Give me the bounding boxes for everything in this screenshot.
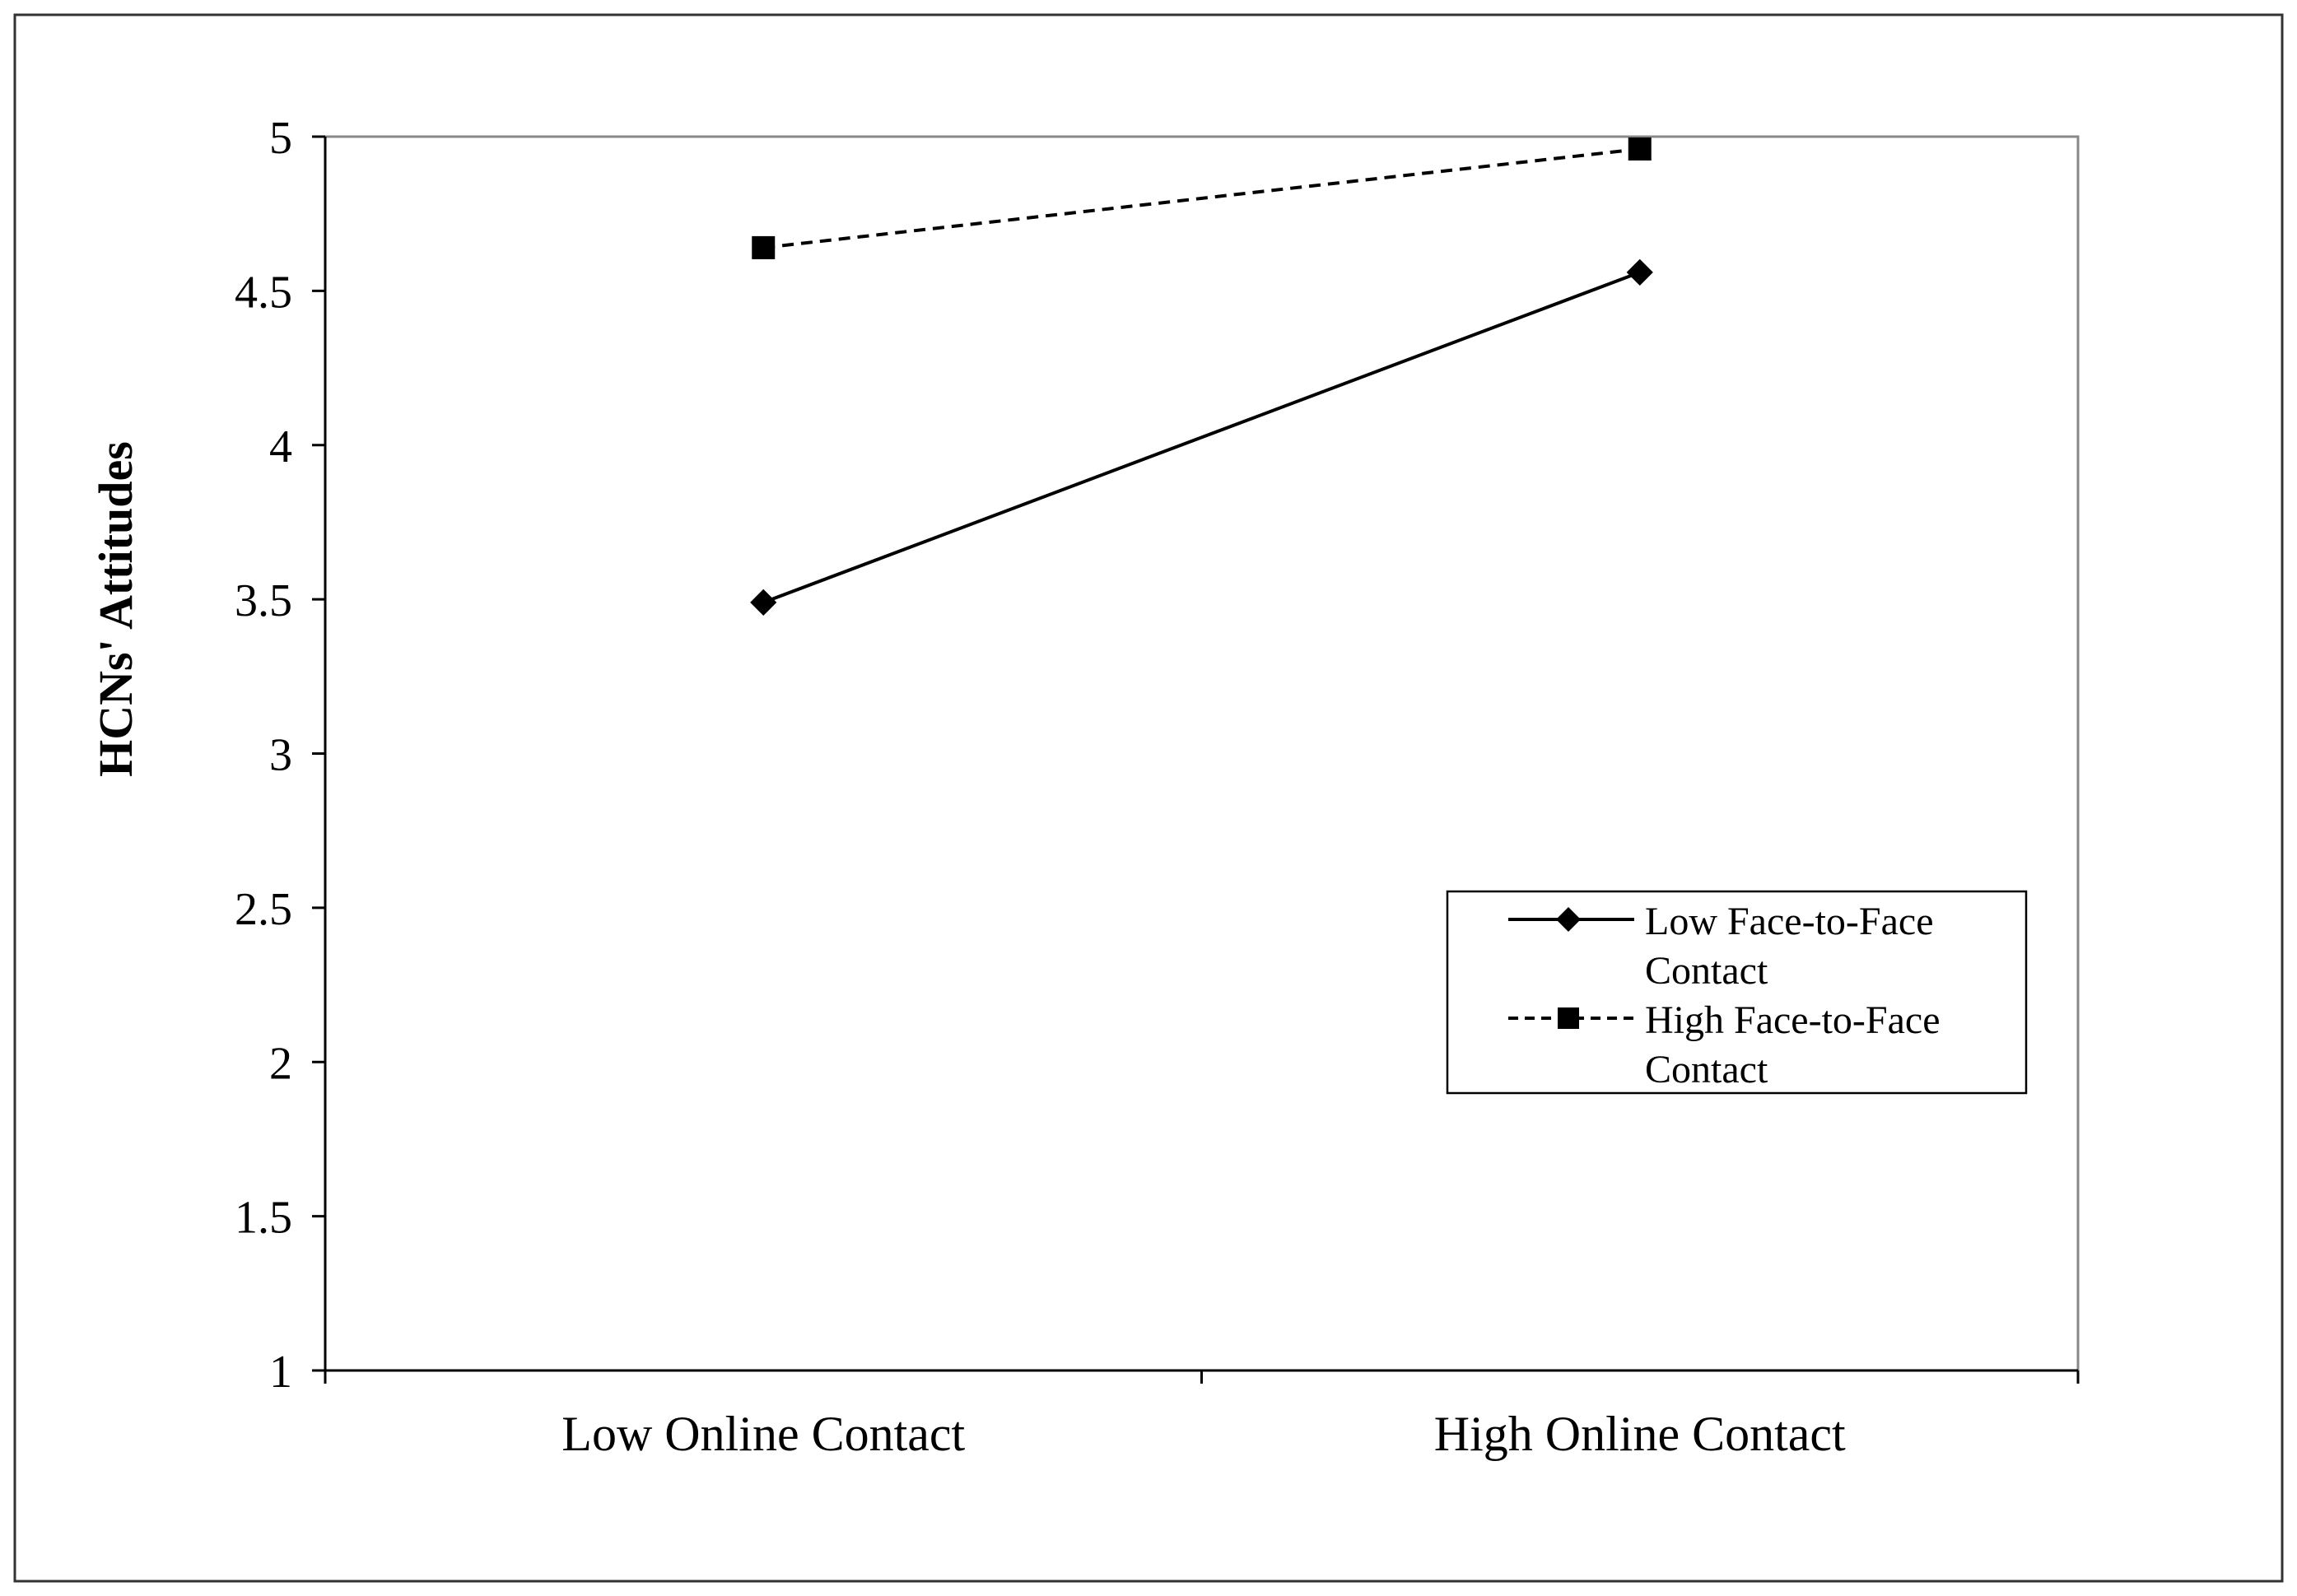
legend-entry-2: High Face-to-Face Contact (1508, 998, 1941, 1091)
data-point (750, 589, 777, 616)
y-axis-ticks: 1 1.5 2 2.5 3 3.5 4 4.5 5 (235, 113, 325, 1398)
data-point (1626, 258, 1653, 286)
legend-label: High Face-to-Face (1645, 998, 1941, 1042)
legend-marker (1556, 907, 1581, 932)
series-2 (752, 137, 1652, 259)
legend-entry-1: Low Face-to-Face Contact (1508, 900, 1934, 993)
legend-marker (1558, 1007, 1579, 1029)
x-axis-ticks: Low Online Contact High Online Contact (324, 1370, 2080, 1461)
y-axis-title: HCNs' Attitudes (89, 441, 142, 777)
y-tick-label: 2 (269, 1038, 292, 1089)
y-tick-label: 3.5 (235, 575, 292, 626)
data-point (1628, 137, 1652, 161)
x-tick-label: Low Online Contact (561, 1407, 965, 1461)
y-tick-label: 3 (269, 730, 292, 781)
data-point (752, 235, 776, 259)
y-tick-label: 1.5 (235, 1193, 292, 1244)
y-tick-label: 2.5 (235, 884, 292, 935)
legend-box (1446, 890, 2028, 1095)
series-layer (750, 137, 1653, 616)
y-tick-label: 4.5 (235, 267, 292, 318)
legend-label: Contact (1645, 1048, 1768, 1091)
series-1 (750, 258, 1653, 616)
x-tick-label: High Online Contact (1434, 1407, 1846, 1461)
plot-area (324, 135, 2080, 1372)
legend-label: Low Face-to-Face (1645, 900, 1934, 943)
series-line (763, 147, 1640, 249)
series-line (762, 271, 1641, 604)
y-tick-label: 1 (269, 1347, 292, 1398)
y-tick-label: 4 (269, 421, 292, 472)
legend-label: Contact (1645, 949, 1768, 993)
y-tick-label: 5 (269, 113, 292, 164)
